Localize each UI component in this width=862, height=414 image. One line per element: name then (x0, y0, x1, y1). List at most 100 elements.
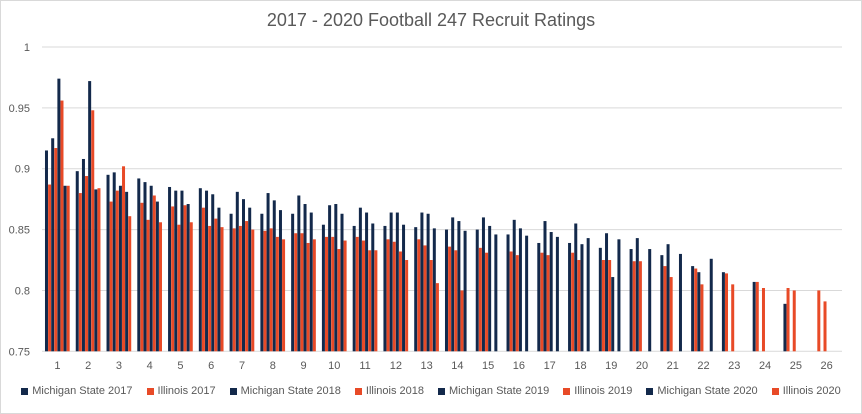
bar-michigan-state-2020 (463, 230, 467, 352)
bar-michigan-state-2017 (352, 225, 356, 352)
bar-illinois-2018 (700, 284, 704, 352)
bar-michigan-state-2020 (678, 253, 682, 352)
y-tick-label: 0.8 (15, 285, 30, 297)
bar-illinois-2017 (417, 239, 421, 352)
bar-illinois-2020 (128, 216, 132, 352)
bar-michigan-state-2018 (512, 219, 516, 352)
x-tick-label: 7 (239, 360, 245, 372)
bar-illinois-2018 (146, 219, 150, 352)
bar-michigan-state-2018 (358, 207, 362, 352)
bar-michigan-state-2017 (506, 234, 510, 352)
x-tick-label: 2 (85, 360, 91, 372)
bar-illinois-2017 (478, 247, 482, 352)
bar-illinois-2017 (509, 251, 513, 352)
bar-michigan-state-2017 (383, 225, 387, 352)
bar-michigan-state-2017 (321, 224, 325, 352)
y-tick-label: 0.9 (15, 164, 30, 176)
bar-illinois-2019 (398, 251, 402, 352)
bar-michigan-state-2019 (149, 185, 153, 352)
bar-illinois-2018 (454, 250, 458, 352)
bar-michigan-state-2018 (574, 223, 578, 352)
bar-illinois-2018 (761, 288, 765, 352)
bar-illinois-2019 (91, 110, 95, 352)
bar-michigan-state-2020 (494, 234, 498, 352)
x-tick-label: 3 (116, 360, 122, 372)
bar-michigan-state-2018 (666, 244, 670, 352)
bar-michigan-state-2018 (451, 217, 455, 352)
bar-illinois-2017 (571, 252, 575, 352)
bar-illinois-2020 (97, 188, 101, 352)
bar-illinois-2018 (85, 176, 89, 352)
bar-michigan-state-2017 (106, 174, 110, 352)
bar-michigan-state-2019 (395, 212, 399, 352)
bar-illinois-2020 (66, 185, 70, 352)
bar-illinois-2017 (325, 236, 329, 352)
bar-illinois-2018 (269, 228, 273, 352)
legend-swatch (771, 387, 779, 395)
bar-illinois-2018 (177, 224, 181, 352)
bar-illinois-2017 (355, 236, 359, 352)
bar-illinois-2017 (263, 230, 267, 352)
x-tick-label: 8 (270, 360, 276, 372)
x-tick-label: 21 (667, 360, 679, 372)
bar-michigan-state-2018 (51, 138, 55, 352)
x-tick-label: 6 (208, 360, 214, 372)
bar-michigan-state-2019 (118, 185, 122, 352)
bar-illinois-2018 (115, 190, 119, 352)
x-tick-label: 22 (697, 360, 709, 372)
bar-michigan-state-2018 (389, 212, 393, 352)
x-tick-label: 1 (54, 360, 60, 372)
x-tick-label: 10 (328, 360, 340, 372)
bar-michigan-state-2017 (629, 249, 633, 352)
legend-swatch (21, 387, 29, 395)
bar-illinois-2018 (331, 236, 335, 352)
bar-illinois-2017 (232, 228, 236, 352)
bar-illinois-2018 (361, 240, 365, 352)
x-tick-label: 13 (420, 360, 432, 372)
bar-illinois-2018 (485, 252, 489, 352)
bar-michigan-state-2017 (691, 266, 695, 352)
bar-illinois-2019 (245, 221, 249, 352)
bar-illinois-2020 (343, 240, 347, 352)
bar-illinois-2018 (638, 261, 642, 352)
bar-michigan-state-2017 (444, 229, 448, 352)
bar-illinois-2018 (423, 245, 427, 352)
bar-michigan-state-2020 (617, 239, 621, 352)
x-tick-label: 23 (728, 360, 740, 372)
legend-label: Michigan State 2020 (657, 385, 758, 397)
bar-michigan-state-2020 (186, 204, 190, 352)
bar-illinois-2020 (282, 239, 286, 352)
bar-michigan-state-2017 (475, 229, 479, 352)
legend-swatch (354, 387, 362, 395)
bar-michigan-state-2017 (75, 171, 79, 352)
bar-illinois-2017 (294, 233, 298, 352)
bar-illinois-2020 (312, 239, 316, 352)
bar-illinois-2018 (238, 225, 242, 352)
legend-swatch (229, 387, 237, 395)
bar-michigan-state-2017 (137, 178, 141, 352)
bar-illinois-2017 (78, 193, 82, 352)
bar-illinois-2019 (275, 236, 279, 352)
legend: Michigan State 2017 Illinois 2017 Michigan… (0, 385, 862, 397)
bar-illinois-2020 (374, 250, 378, 352)
bar-michigan-state-2018 (635, 238, 639, 352)
bar-michigan-state-2017 (752, 281, 756, 352)
bar-illinois-2017 (171, 206, 175, 352)
x-tick-label: 14 (451, 360, 463, 372)
y-tick-label: 0.75 (9, 346, 30, 358)
bar-michigan-state-2020 (63, 185, 67, 352)
bar-michigan-state-2020 (340, 213, 344, 352)
bar-michigan-state-2020 (217, 207, 221, 352)
bar-illinois-2018 (54, 148, 58, 352)
bar-illinois-2020 (435, 283, 439, 352)
bar-michigan-state-2020 (402, 224, 406, 352)
bar-michigan-state-2020 (94, 189, 98, 352)
bar-michigan-state-2019 (580, 244, 584, 352)
bar-illinois-2017 (540, 252, 544, 352)
x-tick-label: 18 (574, 360, 586, 372)
bar-michigan-state-2020 (125, 191, 129, 352)
bar-illinois-2018 (515, 255, 519, 352)
y-tick-label: 0.95 (9, 103, 30, 115)
y-tick-label: 1 (24, 42, 30, 54)
